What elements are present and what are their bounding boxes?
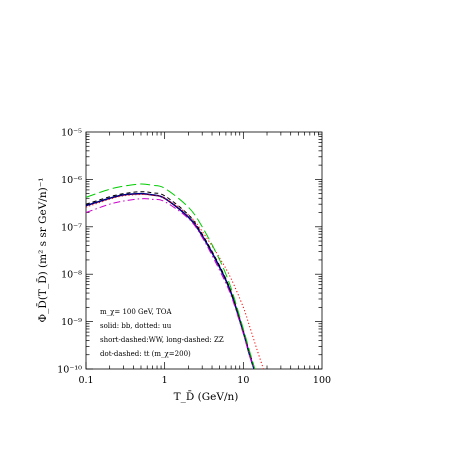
y-tick-label: 10⁻⁶: [61, 175, 82, 186]
x-tick-labels: 0.1 1 10 100: [78, 375, 331, 386]
y-axis-label: Φ_D̄(T_D̄) (m² s sr GeV/n)⁻¹: [36, 178, 49, 323]
series-layer: [86, 183, 264, 369]
annotation-line-2: solid: bb, dotted: uu: [100, 322, 172, 330]
annotation-line-1: m_χ= 100 GeV, TOA: [100, 308, 172, 316]
y-tick-label: 10⁻⁸: [61, 270, 82, 281]
plot-frame: [85, 131, 323, 370]
y-tick-labels: 10⁻¹⁰ 10⁻⁹ 10⁻⁸ 10⁻⁷ 10⁻⁶ 10⁻⁵: [57, 128, 82, 376]
y-tick-label: 10⁻⁵: [61, 128, 82, 139]
y-tick-label: 10⁻⁷: [61, 222, 82, 233]
annotation-block: m_χ= 100 GeV, TOA solid: bb, dotted: uu …: [100, 308, 224, 358]
axis-ticks: [85, 132, 322, 370]
x-tick-label: 100: [313, 375, 331, 386]
y-tick-label: 10⁻¹⁰: [57, 365, 82, 376]
series-line-tt: [86, 198, 255, 369]
annotation-line-3: short-dashed:WW, long-dashed: ZZ: [100, 336, 224, 344]
x-tick-label: 10: [237, 375, 249, 386]
x-axis-label: T_D̄ (GeV/n): [174, 390, 239, 403]
y-tick-label: 10⁻⁹: [61, 317, 82, 328]
x-tick-label: 0.1: [78, 375, 93, 386]
series-line-ZZ: [86, 183, 256, 369]
x-tick-label: 1: [162, 375, 168, 386]
annotation-line-4: dot-dashed: tt (m_χ=200): [100, 350, 191, 358]
